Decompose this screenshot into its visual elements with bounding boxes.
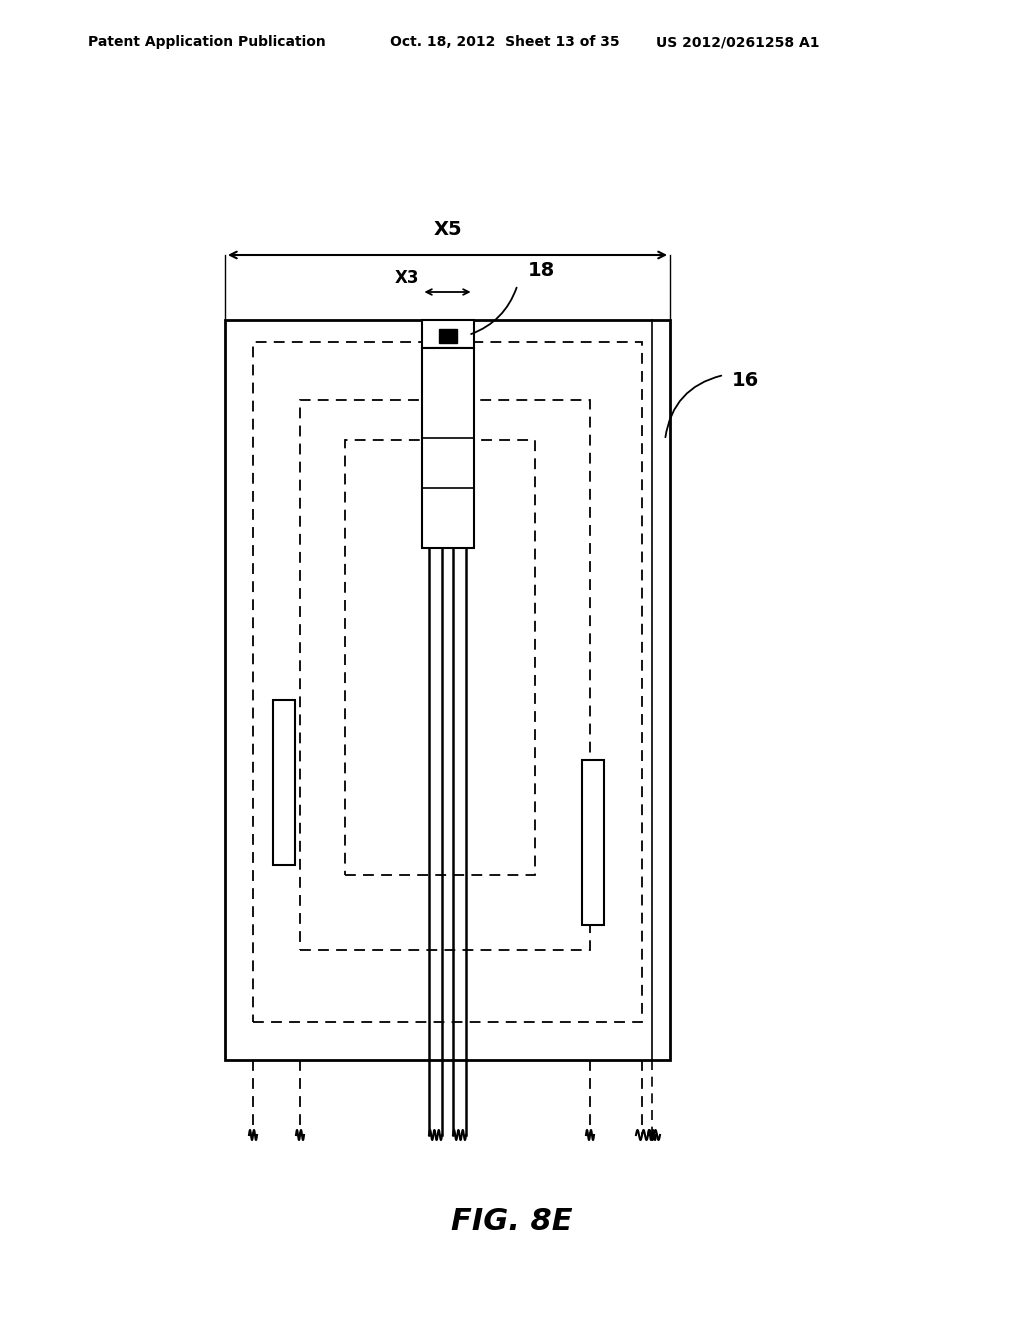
- Text: X3: X3: [395, 269, 420, 286]
- Bar: [345, 440, 535, 875]
- Text: FIG. 8E: FIG. 8E: [452, 1208, 572, 1237]
- Bar: [253, 342, 642, 1022]
- Text: X5: X5: [433, 220, 462, 239]
- Bar: [422, 319, 473, 348]
- Text: Oct. 18, 2012  Sheet 13 of 35: Oct. 18, 2012 Sheet 13 of 35: [390, 36, 620, 49]
- Bar: [438, 329, 457, 343]
- Text: 18: 18: [527, 261, 555, 280]
- Bar: [422, 348, 473, 548]
- Text: US 2012/0261258 A1: US 2012/0261258 A1: [656, 36, 819, 49]
- Bar: [225, 319, 670, 1060]
- Text: 16: 16: [732, 371, 759, 389]
- Bar: [273, 700, 295, 865]
- Text: Patent Application Publication: Patent Application Publication: [88, 36, 326, 49]
- Bar: [582, 760, 604, 925]
- Bar: [300, 400, 590, 950]
